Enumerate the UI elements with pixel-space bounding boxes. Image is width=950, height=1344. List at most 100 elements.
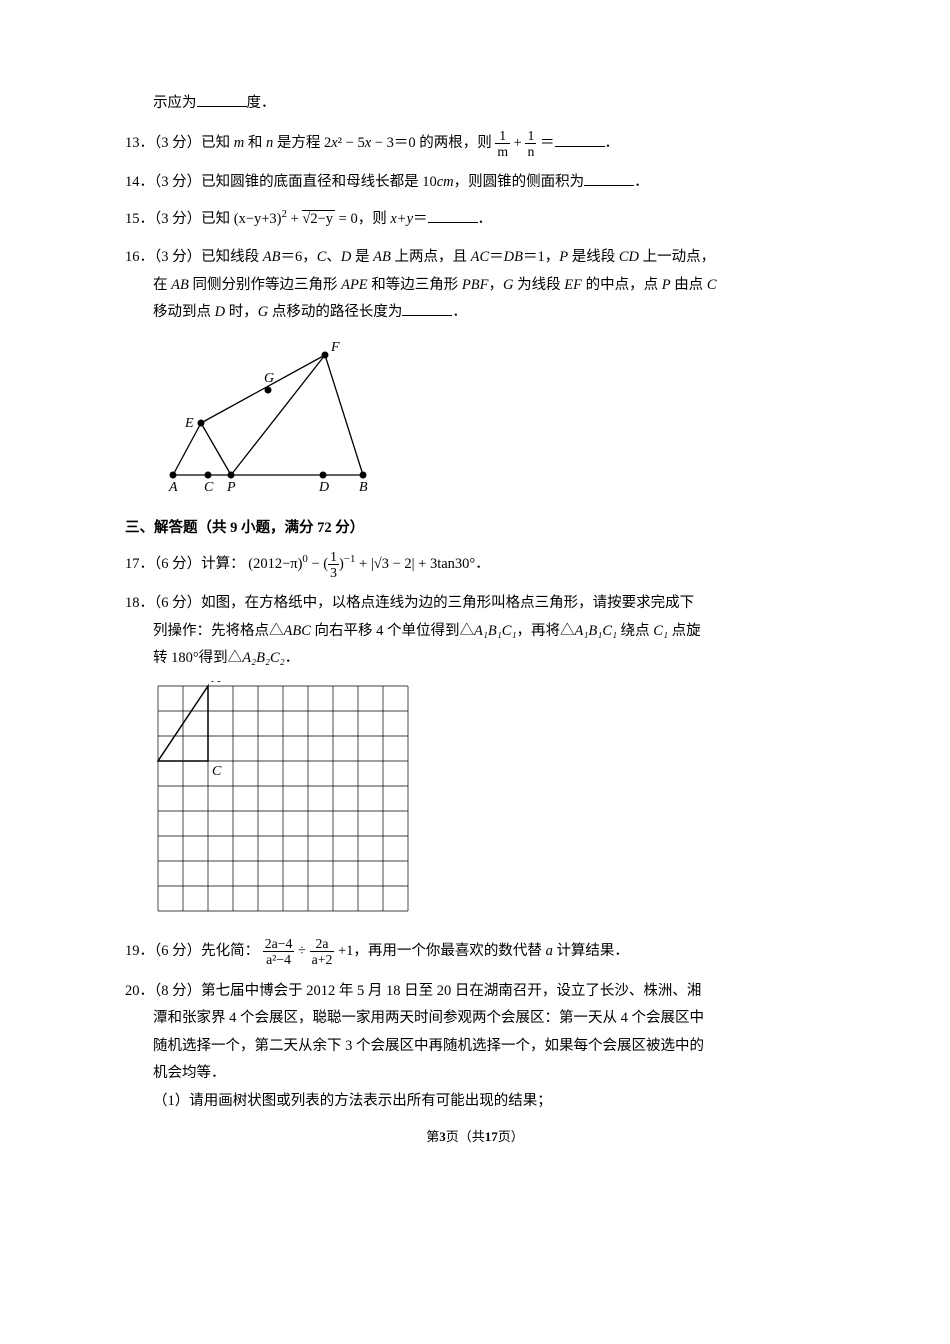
q20-line3: 随机选择一个，第二天从余下 3 个会展区中再随机选择一个，如果每个会展区被选中的 [125, 1033, 825, 1061]
q19-f2d: a+2 [310, 952, 335, 967]
q18-l2a: 列操作：先将格点△ [153, 623, 284, 639]
q16-G: G [503, 277, 513, 293]
q14-blank [584, 170, 634, 186]
q17-expr: (2012−π)0 − (13)−1 + |√3 − 2| + 3tan30° [248, 556, 475, 572]
q16-AB3: AB [171, 277, 189, 293]
q16-line2: 在 AB 同侧分别作等边三角形 APE 和等边三角形 PBF，G 为线段 EF … [125, 272, 825, 300]
q16-shang: 上两点，且 [391, 249, 471, 265]
q13-and: 和 [244, 135, 266, 151]
q12-text: 示应为 [153, 95, 197, 111]
q18-line1: 18．（6 分）如图，在方格纸中，以格点连线为边的三角形叫格点三角形，请按要求完… [125, 595, 694, 611]
q15-mid: ，则 [358, 211, 391, 227]
q18-l2b: 向右平移 4 个单位得到△ [311, 623, 474, 639]
q16-AB: AB [263, 249, 281, 265]
q16-CD: CD [619, 249, 639, 265]
q16-svg: ACPDBEGF [153, 335, 393, 495]
q13-b6: ² − 5 [338, 135, 365, 151]
q18-line3: 转 180°得到△A₂B₂C₂． [125, 645, 825, 673]
q14-suffix: ，则圆锥的侧面积为 [454, 174, 585, 190]
q19-plus1: +1，再用一个你最喜欢的数代替 [338, 943, 546, 959]
q19: 19．（6 分）先化简： 2a−4a²−4 ÷ 2aa+2 +1，再用一个你最喜… [125, 936, 825, 967]
q13: 13．（3 分）已知 m 和 n 是方程 2x² − 5x − 3＝0 的两根，… [125, 128, 825, 159]
q16-l2a: 在 [153, 277, 171, 293]
q16-EF: EF [564, 277, 582, 293]
q16-l3b: 时， [225, 304, 258, 320]
q16-APE: APE [341, 277, 368, 293]
q14: 14．（3 分）已知圆锥的底面直径和母线长都是 10cm，则圆锥的侧面积为． [125, 169, 825, 197]
q16-diagram: ACPDBEGF [153, 335, 825, 506]
q16-AC: AC [471, 249, 490, 265]
q12-blank [197, 92, 247, 108]
q17-after: ． [475, 556, 490, 572]
q18-l3a: 转 180°得到△ [153, 650, 242, 666]
q13-prefix: 13．（3 分）已知 [125, 135, 234, 151]
footer-c: 页） [498, 1129, 524, 1144]
q16-D: D [341, 249, 351, 265]
q16-P: P [559, 249, 568, 265]
q16-isABtwo: 是 [351, 249, 373, 265]
q20: 20．（8 分）第七届中博会于 2012 年 5 月 18 日至 20 日在湖南… [125, 978, 825, 1116]
q17: 17．（6 分）计算： (2012−π)0 − (13)−1 + |√3 − 2… [125, 549, 825, 580]
q19-f1n: 2a−4 [263, 936, 295, 952]
q18-svg: ABC [153, 681, 423, 916]
svg-text:E: E [184, 416, 194, 431]
q16-eqDB: ＝ [489, 249, 504, 265]
q15-prefix: 15．（3 分）已知 [125, 211, 230, 227]
q16-P2: P [662, 277, 671, 293]
q16-l3a: 移动到点 [153, 304, 215, 320]
q14-prefix: 14．（3 分）已知圆锥的底面直径和母线长都是 10 [125, 174, 437, 190]
q18-A1B1C1: A₁B₁C₁ [474, 623, 517, 639]
q16-G2: G [258, 304, 268, 320]
footer-b: 页（共 [446, 1129, 485, 1144]
q20-sub1: （1）请用画树状图或列表的方法表示出所有可能出现的结果； [125, 1088, 825, 1116]
q16-l2e: 为线段 [513, 277, 564, 293]
q16-l2c: 和等边三角形 [368, 277, 462, 293]
q20-line2: 潭和张家界 4 个会展区，聪聪一家用两天时间参观两个会展区：第一天从 4 个会展… [125, 1005, 825, 1033]
q16-line3: 移动到点 D 时，G 点移动的路径长度为． [125, 299, 825, 327]
q16-eq6: ＝6， [280, 249, 316, 265]
q13-frac1: 1m [495, 128, 510, 159]
q16-dot: 、 [326, 249, 341, 265]
q18: 18．（6 分）如图，在方格纸中，以格点连线为边的三角形叫格点三角形，请按要求完… [125, 590, 825, 926]
q19-prefix: 19．（6 分）先化简： [125, 943, 259, 959]
svg-text:D: D [318, 480, 329, 495]
q18-l2d: 绕点 [617, 623, 653, 639]
q19-a: a [546, 943, 553, 959]
svg-text:P: P [226, 480, 236, 495]
footer-total: 17 [485, 1129, 498, 1144]
q13-m: m [234, 135, 244, 151]
q13-blank [555, 131, 605, 147]
q18-ABC: ABC [284, 623, 311, 639]
q16-blank [402, 301, 452, 317]
q19-frac2: 2aa+2 [310, 936, 335, 967]
q16-l2b: 同侧分别作等边三角形 [189, 277, 341, 293]
q16-l2d: ， [489, 277, 504, 293]
q13-plus: + [514, 135, 522, 151]
q13-b8: − 3＝0 的两根，则 [371, 135, 492, 151]
section3-heading: 三、解答题（共 9 小题，满分 72 分） [125, 515, 825, 543]
q15: 15．（3 分）已知 (x−y+3)2 + √2−y = 0，则 x+y＝． [125, 206, 825, 234]
footer-a: 第 [426, 1129, 439, 1144]
q18-l2e: 点旋 [668, 623, 701, 639]
q16-PBF: PBF [462, 277, 489, 293]
q13-eq: ＝ [540, 135, 555, 151]
q15-eq: ＝ [413, 211, 428, 227]
q18-C1: C₁ [653, 623, 668, 639]
q16-AB2: AB [373, 249, 391, 265]
svg-text:C: C [212, 764, 222, 779]
q16-l2f: 的中点，点 [582, 277, 662, 293]
svg-text:A: A [211, 681, 221, 686]
q13-b4: 是方程 2 [273, 135, 331, 151]
q16-onept: 上一动点， [639, 249, 715, 265]
svg-text:F: F [330, 340, 340, 355]
q13-after: ． [605, 135, 620, 151]
q13-frac2: 1n [525, 128, 536, 159]
svg-text:G: G [264, 371, 274, 386]
q18-diagram: ABC [153, 681, 825, 927]
q15-blank [428, 208, 478, 224]
q12-continuation: 示应为度． [125, 90, 825, 118]
q19-suffix: 计算结果． [553, 943, 629, 959]
q19-div: ÷ [298, 943, 310, 959]
q18-l3b: ． [285, 650, 300, 666]
q16-D2: D [215, 304, 225, 320]
